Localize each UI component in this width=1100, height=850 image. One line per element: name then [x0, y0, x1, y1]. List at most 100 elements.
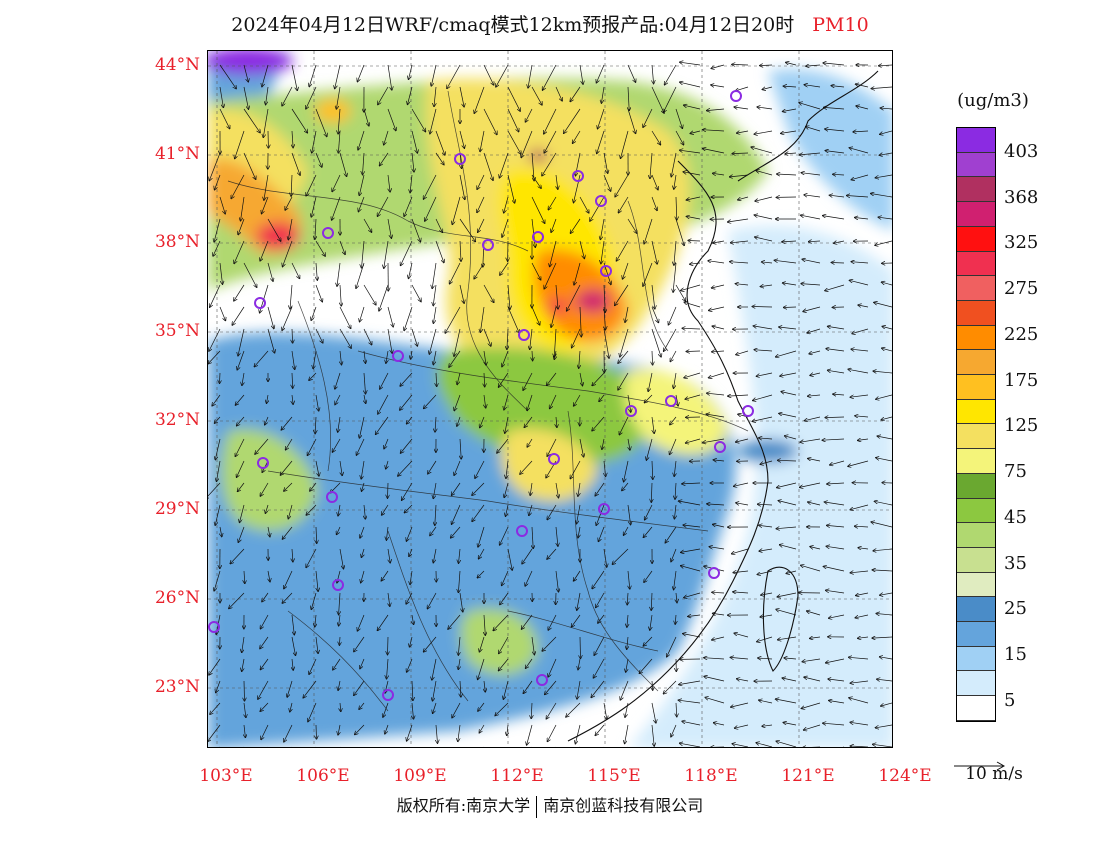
wind-arrow [808, 459, 821, 462]
copyright-left: 版权所有:南京大学 [396, 796, 531, 815]
map-panel[interactable] [207, 50, 893, 748]
wind-arrow [502, 218, 509, 237]
wind-arrow [433, 350, 437, 365]
wind-arrow [651, 86, 664, 113]
wind-arrow [411, 350, 413, 359]
wind-arrow [575, 724, 581, 744]
wind-arrow [776, 741, 797, 747]
wind-arrow [595, 482, 605, 496]
wind-arrow [268, 526, 270, 537]
wind-arrow [260, 482, 269, 496]
wind-arrow [592, 416, 605, 431]
wind-arrow [590, 196, 605, 221]
wind-arrow [376, 416, 389, 434]
legend-swatch [957, 547, 995, 573]
city-marker [326, 491, 338, 503]
wind-arrow [404, 306, 413, 331]
wind-vectors [208, 62, 892, 747]
wind-arrow [307, 438, 317, 455]
wind-arrow [500, 592, 509, 605]
wind-arrow [651, 328, 661, 357]
wind-arrow [411, 284, 421, 302]
wind-arrow [243, 152, 256, 179]
lon-label: 115°E [587, 766, 641, 786]
wind-arrow [219, 746, 220, 747]
wind-arrow [758, 658, 773, 659]
wind-arrow [291, 174, 292, 196]
wind-arrow [782, 241, 797, 242]
wind-arrow [665, 64, 677, 85]
wind-arrow [759, 549, 773, 551]
wind-arrow [363, 284, 376, 305]
wind-arrow [601, 86, 605, 103]
wind-arrow [597, 130, 605, 154]
wind-arrow [262, 592, 269, 602]
legend-swatch [957, 276, 995, 301]
wind-arrow [756, 372, 773, 376]
wind-arrow [555, 570, 559, 592]
wind-arrow [651, 724, 654, 746]
wind-arrow [592, 372, 605, 386]
wind-arrow [335, 372, 341, 389]
wind-arrow [504, 196, 509, 213]
wind-arrow [675, 482, 676, 499]
wind-arrow [313, 350, 317, 369]
wind-arrow [618, 372, 629, 390]
wind-arrow [618, 196, 629, 213]
wind-arrow [676, 592, 677, 603]
wind-arrow [242, 372, 244, 385]
wind-arrow [507, 174, 515, 203]
wind-arrow [261, 724, 269, 740]
wind-arrow [499, 372, 509, 387]
wind-arrow [663, 86, 677, 112]
wind-arrow [208, 482, 221, 499]
wind-arrow [364, 350, 366, 363]
wind-arrow [386, 526, 388, 540]
city-markers [208, 90, 754, 701]
wind-arrow [412, 702, 414, 719]
wind-arrow [424, 636, 437, 652]
wind-arrow [800, 482, 821, 487]
wind-arrow [680, 743, 701, 747]
wind-arrow [616, 240, 629, 261]
wind-arrow [823, 63, 845, 66]
wind-arrow [567, 284, 581, 311]
wind-arrow [785, 436, 797, 440]
forecast-map[interactable] [208, 51, 893, 748]
wind-arrow [208, 724, 221, 741]
wind-arrow [803, 306, 821, 312]
wind-arrow [855, 218, 869, 220]
wind-arrow [267, 746, 268, 747]
legend-swatch [957, 128, 995, 153]
wind-arrow [651, 284, 655, 309]
wind-arrow [875, 724, 892, 728]
wind-arrow [730, 657, 749, 659]
wind-arrow [264, 174, 269, 200]
wind-arrow [410, 636, 413, 647]
wind-arrow [445, 306, 461, 333]
wind-arrow [734, 107, 749, 109]
wind-arrow [651, 702, 656, 723]
wind-arrow [807, 611, 821, 616]
wind-arrow [214, 218, 221, 242]
wind-arrow [849, 280, 869, 286]
wind-arrow [361, 570, 365, 583]
wind-arrow [231, 174, 245, 199]
wind-arrow [713, 524, 725, 528]
lon-label: 112°E [490, 766, 544, 786]
wind-arrow [260, 658, 269, 670]
wind-arrow [282, 526, 293, 539]
wind-arrow [879, 153, 892, 155]
wind-arrow [409, 262, 413, 279]
lon-label: 124°E [878, 766, 932, 786]
legend-label: 368 [1004, 187, 1039, 208]
wind-arrow [603, 174, 611, 191]
wind-arrow [598, 526, 605, 542]
wind-arrow [384, 240, 389, 268]
wind-arrow [255, 438, 269, 454]
wind-arrow [232, 306, 245, 325]
wind-arrow [711, 85, 725, 87]
wind-arrow [359, 702, 365, 709]
wind-arrow [759, 700, 773, 704]
wind-arrow [713, 460, 725, 461]
